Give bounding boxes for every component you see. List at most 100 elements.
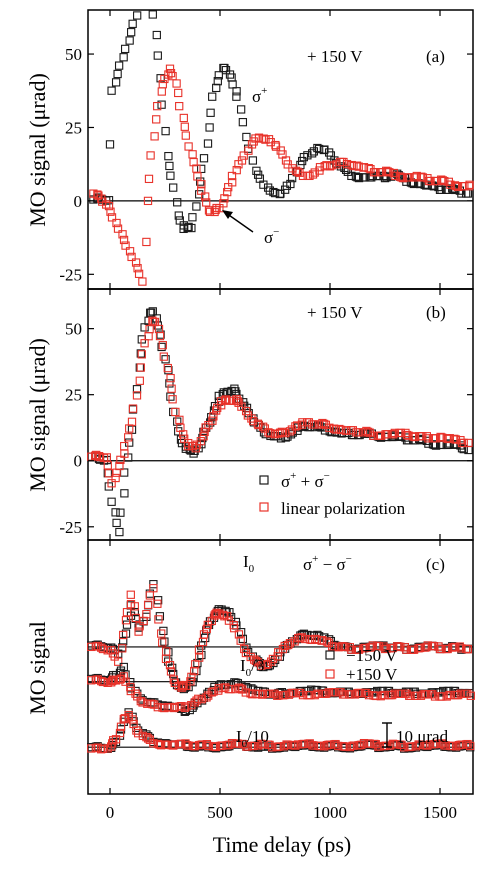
data-point — [199, 154, 209, 163]
data-point — [159, 352, 168, 361]
data-point — [354, 173, 364, 183]
panel-b-label: (b) — [426, 303, 446, 322]
data-point — [263, 183, 273, 192]
data-point — [220, 63, 229, 73]
panel-c-title: σ+ − σ− — [303, 553, 352, 574]
data-point — [166, 68, 176, 78]
data-point — [228, 178, 237, 187]
data-point — [143, 601, 153, 610]
data-point — [150, 132, 159, 141]
data-point — [325, 740, 334, 749]
data-point — [298, 418, 307, 427]
data-point — [109, 736, 118, 745]
data-point — [404, 431, 413, 440]
data-point — [310, 168, 319, 177]
data-point — [174, 211, 183, 220]
data-point — [175, 101, 184, 111]
data-point — [445, 434, 454, 443]
data-point — [156, 741, 166, 750]
data-point — [270, 188, 280, 198]
data-point — [336, 425, 346, 435]
data-point — [158, 341, 167, 350]
data-point — [466, 741, 475, 751]
data-point — [192, 202, 201, 211]
data-point — [437, 185, 446, 194]
data-point — [223, 187, 232, 197]
data-point — [116, 508, 125, 517]
data-point — [142, 237, 151, 247]
data-point — [125, 36, 134, 45]
data-point — [170, 702, 179, 712]
data-point — [113, 224, 123, 233]
data-point — [365, 739, 375, 748]
data-point — [143, 196, 153, 206]
data-point — [359, 738, 369, 748]
data-point — [244, 409, 253, 418]
data-point — [153, 599, 162, 608]
data-point — [107, 497, 116, 506]
data-point — [203, 139, 213, 148]
data-point — [322, 637, 332, 646]
data-point — [152, 30, 161, 40]
x-tick-label: 1000 — [313, 803, 347, 822]
data-point — [134, 627, 143, 636]
data-point — [376, 431, 386, 440]
data-point — [226, 684, 235, 694]
data-point — [127, 28, 136, 37]
data-point — [164, 366, 173, 375]
data-point — [98, 677, 108, 687]
data-point — [165, 379, 174, 388]
data-point — [383, 167, 392, 176]
data-point — [453, 182, 463, 192]
data-point — [456, 689, 465, 698]
y-axis-label-a: MO signal (μrad) — [25, 73, 50, 227]
data-point — [422, 690, 431, 699]
data-point — [286, 179, 295, 189]
data-point — [464, 438, 473, 448]
data-point — [188, 150, 197, 159]
data-point — [164, 151, 173, 161]
data-point — [147, 308, 156, 317]
legend-b-black-marker — [259, 475, 269, 485]
data-point — [320, 145, 329, 154]
data-point — [126, 686, 135, 696]
data-point — [121, 241, 130, 250]
data-point — [165, 161, 174, 171]
data-point — [119, 235, 129, 245]
data-point — [159, 626, 168, 636]
data-point — [242, 643, 251, 652]
data-point — [115, 461, 124, 471]
data-point — [136, 696, 145, 706]
scale-bar-label: 10 μrad — [396, 727, 449, 746]
data-point — [197, 164, 206, 174]
data-point — [441, 741, 450, 750]
data-point — [425, 740, 435, 749]
data-point — [189, 158, 198, 167]
panel-a-label: (a) — [426, 47, 445, 66]
data-point — [167, 384, 176, 393]
data-point — [342, 426, 351, 435]
data-point — [237, 156, 247, 165]
data-point — [104, 469, 113, 478]
data-point — [106, 207, 115, 216]
data-point — [133, 729, 143, 738]
data-point — [130, 602, 139, 611]
x-tick-label: 1500 — [423, 803, 457, 822]
data-point — [128, 404, 138, 413]
data-point — [312, 635, 322, 644]
data-point — [214, 684, 223, 693]
data-point — [148, 10, 157, 19]
data-point — [173, 198, 182, 207]
data-point — [242, 132, 251, 142]
data-point — [160, 637, 169, 646]
data-point — [418, 432, 427, 441]
data-point — [196, 437, 205, 446]
data-point — [132, 391, 142, 400]
data-point — [128, 715, 137, 724]
data-point — [197, 650, 206, 660]
data-point — [391, 740, 400, 749]
data-point — [243, 742, 252, 751]
data-point — [98, 744, 108, 753]
data-point — [354, 162, 363, 171]
